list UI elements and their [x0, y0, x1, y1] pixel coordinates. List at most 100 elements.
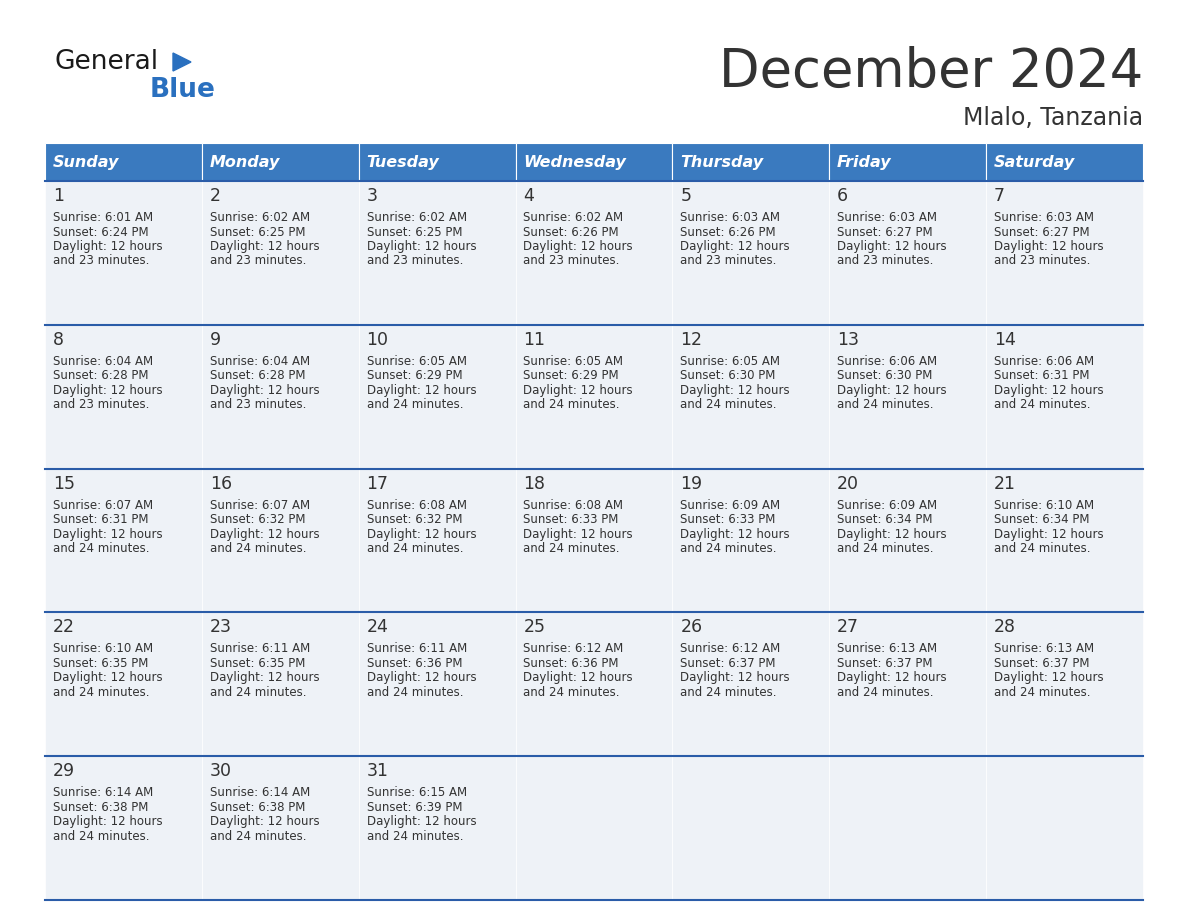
Text: Friday: Friday [838, 154, 892, 170]
Text: and 24 minutes.: and 24 minutes. [681, 398, 777, 411]
Bar [202, 181, 359, 325]
Text: 25: 25 [524, 619, 545, 636]
Text: and 23 minutes.: and 23 minutes. [52, 398, 150, 411]
Text: Daylight: 12 hours: Daylight: 12 hours [838, 528, 947, 541]
Text: Sunset: 6:33 PM: Sunset: 6:33 PM [681, 513, 776, 526]
Bar [202, 756, 359, 900]
Text: Daylight: 12 hours: Daylight: 12 hours [367, 240, 476, 253]
Text: Sunrise: 6:05 AM: Sunrise: 6:05 AM [681, 354, 781, 368]
Text: Sunrise: 6:06 AM: Sunrise: 6:06 AM [838, 354, 937, 368]
Text: Sunrise: 6:03 AM: Sunrise: 6:03 AM [838, 211, 937, 224]
Text: and 23 minutes.: and 23 minutes. [52, 254, 150, 267]
Bar [516, 181, 672, 325]
Text: and 24 minutes.: and 24 minutes. [367, 686, 463, 699]
Bar [986, 143, 1143, 181]
Text: Blue: Blue [150, 77, 216, 103]
Text: Sunset: 6:26 PM: Sunset: 6:26 PM [681, 226, 776, 239]
Text: 13: 13 [838, 330, 859, 349]
Bar [672, 143, 829, 181]
Text: 17: 17 [367, 475, 388, 493]
Text: Sunset: 6:25 PM: Sunset: 6:25 PM [210, 226, 305, 239]
Text: Sunrise: 6:08 AM: Sunrise: 6:08 AM [524, 498, 624, 511]
Bar [359, 612, 516, 756]
Text: Daylight: 12 hours: Daylight: 12 hours [367, 528, 476, 541]
Text: Daylight: 12 hours: Daylight: 12 hours [524, 671, 633, 685]
Text: Sunrise: 6:11 AM: Sunrise: 6:11 AM [210, 643, 310, 655]
Text: 27: 27 [838, 619, 859, 636]
Text: 12: 12 [681, 330, 702, 349]
Text: and 24 minutes.: and 24 minutes. [681, 543, 777, 555]
Text: 6: 6 [838, 187, 848, 205]
Text: Sunset: 6:35 PM: Sunset: 6:35 PM [52, 657, 148, 670]
Bar [829, 181, 986, 325]
Text: Sunrise: 6:01 AM: Sunrise: 6:01 AM [52, 211, 153, 224]
Text: Sunset: 6:37 PM: Sunset: 6:37 PM [838, 657, 933, 670]
Text: and 24 minutes.: and 24 minutes. [52, 543, 150, 555]
Bar [202, 612, 359, 756]
Text: Sunrise: 6:06 AM: Sunrise: 6:06 AM [994, 354, 1094, 368]
Text: Daylight: 12 hours: Daylight: 12 hours [52, 240, 163, 253]
Bar [359, 468, 516, 612]
Text: 26: 26 [681, 619, 702, 636]
Text: Saturday: Saturday [994, 154, 1075, 170]
Text: Sunset: 6:37 PM: Sunset: 6:37 PM [681, 657, 776, 670]
Text: Daylight: 12 hours: Daylight: 12 hours [994, 528, 1104, 541]
Text: Daylight: 12 hours: Daylight: 12 hours [52, 815, 163, 828]
Text: Daylight: 12 hours: Daylight: 12 hours [994, 240, 1104, 253]
Text: Sunset: 6:31 PM: Sunset: 6:31 PM [52, 513, 148, 526]
Text: 10: 10 [367, 330, 388, 349]
Bar [829, 143, 986, 181]
Text: Daylight: 12 hours: Daylight: 12 hours [524, 240, 633, 253]
Text: 28: 28 [994, 619, 1016, 636]
Text: 9: 9 [210, 330, 221, 349]
Text: Sunrise: 6:13 AM: Sunrise: 6:13 AM [838, 643, 937, 655]
Text: Sunset: 6:29 PM: Sunset: 6:29 PM [524, 369, 619, 382]
Text: and 24 minutes.: and 24 minutes. [524, 398, 620, 411]
Text: Sunset: 6:36 PM: Sunset: 6:36 PM [367, 657, 462, 670]
Text: Daylight: 12 hours: Daylight: 12 hours [681, 671, 790, 685]
Text: Sunset: 6:35 PM: Sunset: 6:35 PM [210, 657, 305, 670]
Text: Sunset: 6:28 PM: Sunset: 6:28 PM [52, 369, 148, 382]
Text: and 23 minutes.: and 23 minutes. [210, 254, 307, 267]
Text: Sunrise: 6:14 AM: Sunrise: 6:14 AM [52, 786, 153, 800]
Bar [829, 756, 986, 900]
Text: Daylight: 12 hours: Daylight: 12 hours [210, 384, 320, 397]
Text: Daylight: 12 hours: Daylight: 12 hours [838, 671, 947, 685]
Text: Daylight: 12 hours: Daylight: 12 hours [367, 671, 476, 685]
Text: Daylight: 12 hours: Daylight: 12 hours [681, 240, 790, 253]
Text: 4: 4 [524, 187, 535, 205]
Bar [672, 325, 829, 468]
Text: Daylight: 12 hours: Daylight: 12 hours [52, 384, 163, 397]
Text: and 23 minutes.: and 23 minutes. [367, 254, 463, 267]
Text: Sunset: 6:26 PM: Sunset: 6:26 PM [524, 226, 619, 239]
Text: Sunset: 6:38 PM: Sunset: 6:38 PM [52, 800, 148, 813]
Bar [45, 468, 202, 612]
Text: and 24 minutes.: and 24 minutes. [367, 543, 463, 555]
Text: and 24 minutes.: and 24 minutes. [994, 686, 1091, 699]
Bar [986, 325, 1143, 468]
Text: 5: 5 [681, 187, 691, 205]
Bar [45, 756, 202, 900]
Text: Sunrise: 6:07 AM: Sunrise: 6:07 AM [210, 498, 310, 511]
Text: Sunset: 6:31 PM: Sunset: 6:31 PM [994, 369, 1089, 382]
Text: Daylight: 12 hours: Daylight: 12 hours [524, 528, 633, 541]
Bar [45, 143, 202, 181]
Text: and 23 minutes.: and 23 minutes. [838, 254, 934, 267]
Text: Sunrise: 6:09 AM: Sunrise: 6:09 AM [838, 498, 937, 511]
Text: 31: 31 [367, 762, 388, 780]
Bar [359, 181, 516, 325]
Bar [202, 325, 359, 468]
Bar [45, 325, 202, 468]
Bar [672, 756, 829, 900]
Text: 7: 7 [994, 187, 1005, 205]
Text: Sunset: 6:32 PM: Sunset: 6:32 PM [367, 513, 462, 526]
Text: Sunset: 6:36 PM: Sunset: 6:36 PM [524, 657, 619, 670]
Text: Sunrise: 6:11 AM: Sunrise: 6:11 AM [367, 643, 467, 655]
Text: Sunrise: 6:03 AM: Sunrise: 6:03 AM [994, 211, 1094, 224]
Text: 3: 3 [367, 187, 378, 205]
Bar [986, 756, 1143, 900]
Bar [359, 756, 516, 900]
Text: and 24 minutes.: and 24 minutes. [681, 686, 777, 699]
Text: and 23 minutes.: and 23 minutes. [681, 254, 777, 267]
Text: Sunset: 6:30 PM: Sunset: 6:30 PM [681, 369, 776, 382]
